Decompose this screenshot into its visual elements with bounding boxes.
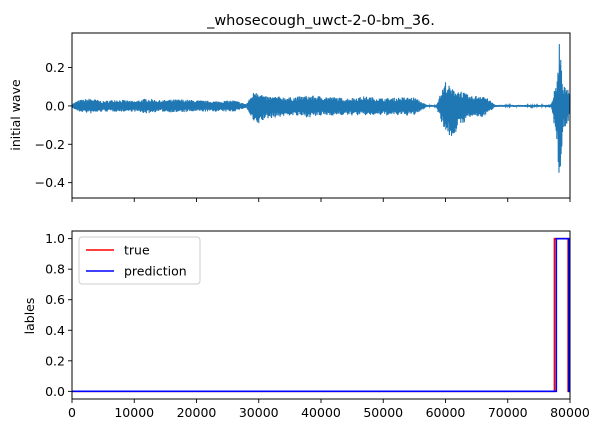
- bottom-y-tick-label: 1.0: [45, 231, 65, 246]
- top-y-axis-label: initial wave: [8, 79, 23, 151]
- bottom-y-tick-label: 0.4: [45, 323, 65, 338]
- bottom-plot-area: 0.0 0.2 0.4 0.6 0.8 1.0 0 10000 20000 30000 40000 5…: [45, 231, 590, 420]
- bottom-x-tick-label: 10000: [114, 405, 154, 420]
- top-y-tick-label: −0.4: [35, 175, 65, 190]
- bottom-y-tick-label: 0.8: [45, 262, 65, 277]
- top-plot-area: 0.2 0.0 −0.2 −0.4: [35, 44, 571, 202]
- bottom-x-tick-label: 30000: [239, 405, 279, 420]
- legend: true prediction: [78, 236, 201, 285]
- bottom-x-tick-label: 50000: [363, 405, 403, 420]
- top-y-tick-label: 0.0: [45, 98, 65, 113]
- bottom-x-tick-label: 40000: [301, 405, 341, 420]
- top-chart-title: _whosecough_uwct-2-0-bm_36.: [206, 13, 435, 29]
- waveform-line: [71, 44, 571, 173]
- bottom-x-tick-label: 0: [68, 405, 76, 420]
- legend-label-prediction: prediction: [124, 264, 187, 279]
- bottom-y-tick-label: 0.0: [45, 384, 65, 399]
- bottom-x-tick-label: 20000: [177, 405, 217, 420]
- bottom-y-tick-label: 0.6: [45, 292, 65, 307]
- top-y-tick-label: 0.2: [45, 60, 65, 75]
- bottom-x-tick-label: 80000: [550, 405, 590, 420]
- bottom-chart: lables 0.0 0.2 0.4 0.6 0.8 1.0 0 10000 20000 3000…: [22, 230, 590, 420]
- legend-box: [78, 236, 201, 285]
- bottom-x-tick-label: 70000: [488, 405, 528, 420]
- bottom-y-axis-label: lables: [22, 298, 37, 335]
- bottom-y-tick-label: 0.2: [45, 353, 65, 368]
- top-axes-frame: [71, 32, 571, 199]
- top-chart: _whosecough_uwct-2-0-bm_36. initial wave…: [8, 13, 571, 202]
- top-y-tick-label: −0.2: [35, 137, 65, 152]
- bottom-axes-frame: [71, 230, 571, 400]
- legend-label-true: true: [124, 243, 150, 258]
- series-line-prediction: [72, 237, 570, 393]
- bottom-x-tick-label: 60000: [426, 405, 466, 420]
